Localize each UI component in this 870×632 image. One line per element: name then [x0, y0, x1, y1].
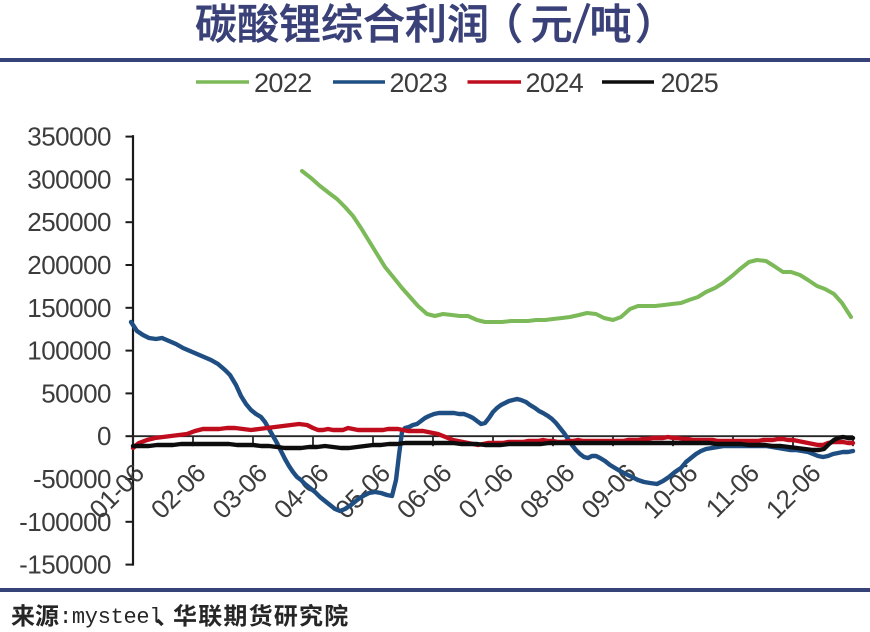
- svg-text::mysteel: :mysteel: [59, 605, 162, 630]
- svg-text:2025: 2025: [661, 68, 719, 98]
- svg-text:2023: 2023: [390, 68, 448, 98]
- svg-text:300000: 300000: [27, 164, 111, 194]
- svg-text:50000: 50000: [41, 378, 111, 408]
- svg-text:-50000: -50000: [33, 464, 111, 494]
- svg-text:-150000: -150000: [19, 550, 111, 580]
- svg-text:2024: 2024: [526, 68, 584, 98]
- svg-text:100000: 100000: [27, 336, 111, 366]
- svg-text:0: 0: [97, 421, 111, 451]
- svg-text:2022: 2022: [254, 68, 312, 98]
- svg-text:-100000: -100000: [19, 507, 111, 537]
- svg-text:250000: 250000: [27, 207, 111, 237]
- svg-text:200000: 200000: [27, 250, 111, 280]
- svg-text:350000: 350000: [27, 122, 111, 152]
- svg-text:150000: 150000: [27, 293, 111, 323]
